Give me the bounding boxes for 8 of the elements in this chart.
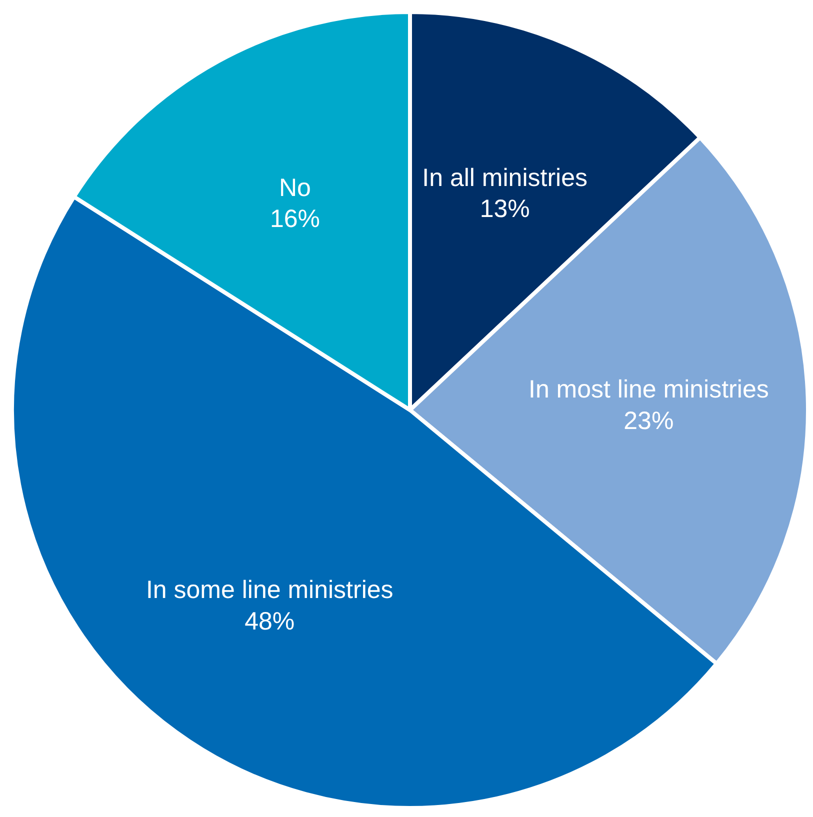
data-label: 16%	[270, 204, 320, 233]
data-label: 23%	[624, 406, 674, 435]
slice-label: No	[278, 174, 311, 202]
data-label: 48%	[244, 607, 295, 636]
slice-label: In most line ministries	[528, 376, 769, 404]
slice-label: In all ministries	[422, 164, 588, 192]
slice-label: In some line ministries	[146, 576, 394, 604]
data-label: 13%	[480, 195, 530, 224]
